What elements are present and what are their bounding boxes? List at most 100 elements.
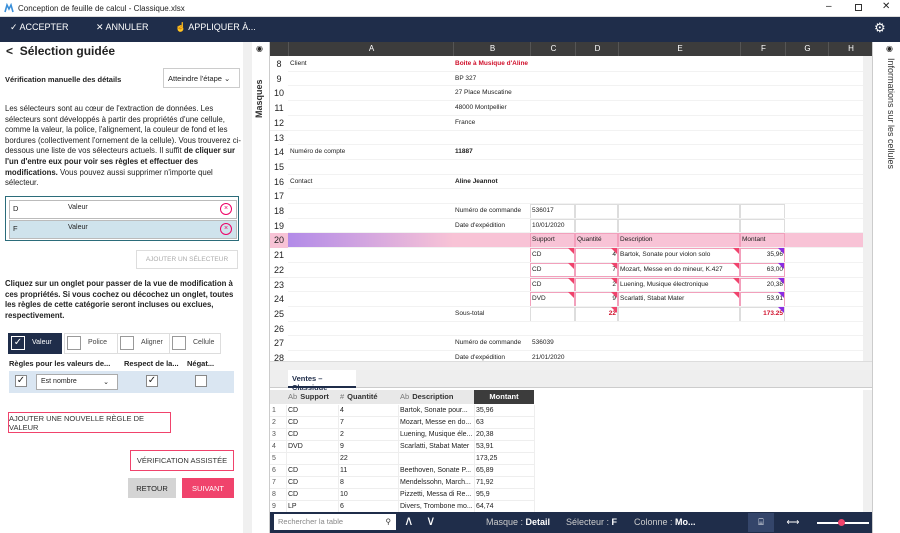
cell[interactable]: BP 327 xyxy=(455,74,477,82)
cell[interactable]: 53,91 xyxy=(766,295,783,303)
cell[interactable]: Sous-total xyxy=(455,309,485,317)
selector-item[interactable]: D Valeur × xyxy=(9,200,237,219)
next-match-button[interactable]: ∨ xyxy=(426,513,436,528)
row-number[interactable]: 17 xyxy=(270,189,288,205)
preview-header[interactable]: Montant xyxy=(474,390,534,404)
preview-header[interactable]: Ab Description xyxy=(398,390,474,404)
column-header[interactable]: E xyxy=(618,42,741,56)
row-number[interactable]: 26 xyxy=(270,321,288,338)
cell[interactable]: Bartok, Sonate pour violon solo xyxy=(620,251,711,259)
minimize[interactable]: – xyxy=(826,1,832,12)
masks-strip[interactable] xyxy=(252,42,270,533)
close[interactable]: ✕ xyxy=(882,1,891,12)
settings[interactable]: ⚙ xyxy=(874,20,886,35)
cell[interactable]: 10/01/2020 xyxy=(532,221,565,229)
row-number[interactable]: 18 xyxy=(270,204,288,220)
cell[interactable]: 9 xyxy=(612,295,616,303)
selector-item[interactable]: F Valeur × xyxy=(9,220,237,239)
cell[interactable]: 536017 xyxy=(532,207,554,214)
add-selector-button[interactable]: AJOUTER UN SÉLECTEUR xyxy=(136,250,238,269)
cell[interactable]: 22 xyxy=(608,309,616,317)
back-button[interactable]: RETOUR xyxy=(128,478,176,498)
cell-info-strip[interactable] xyxy=(872,42,900,533)
cell[interactable]: 35,96 xyxy=(766,251,783,259)
apply-button[interactable]: ☝ APPLIQUER À... xyxy=(175,22,256,32)
row-number[interactable]: 27 xyxy=(270,336,288,352)
row-number[interactable]: 16 xyxy=(270,174,288,191)
row-number[interactable]: 9 xyxy=(270,71,288,88)
negate-checkbox[interactable] xyxy=(195,375,207,387)
preview-header[interactable]: Ab Support xyxy=(286,390,338,404)
row-number[interactable]: 25 xyxy=(270,306,288,323)
cell[interactable]: France xyxy=(455,118,476,126)
rule-checkbox[interactable]: ✓ xyxy=(15,375,27,387)
cell[interactable]: 7 xyxy=(612,265,616,273)
cell[interactable]: Date d'expédition xyxy=(455,354,506,361)
column-header[interactable]: A xyxy=(288,42,454,56)
cell[interactable]: 173.25 xyxy=(763,309,783,317)
column-header[interactable]: B xyxy=(453,42,531,56)
row-number[interactable]: 19 xyxy=(270,218,288,235)
verify-button[interactable]: VÉRIFICATION ASSISTÉE xyxy=(130,450,234,471)
sheet-tab[interactable]: Ventes – Classique xyxy=(288,370,356,392)
row-number[interactable]: 12 xyxy=(270,115,288,132)
cell[interactable]: Scarlatti, Stabat Mater xyxy=(620,295,685,303)
property-tab[interactable]: Aligner xyxy=(117,333,171,354)
cell[interactable]: 11887 xyxy=(455,148,473,156)
column-header[interactable]: D xyxy=(575,42,619,56)
fit-button[interactable]: ⌸ xyxy=(748,513,774,532)
cell[interactable]: Numéro de commande xyxy=(455,339,522,347)
next-button[interactable]: SUIVANT xyxy=(182,478,234,498)
column-header[interactable]: G xyxy=(785,42,829,56)
search-box[interactable]: Rechercher la table ⚲ xyxy=(274,514,396,530)
row-number[interactable]: 13 xyxy=(270,130,288,147)
cell[interactable]: 4 xyxy=(612,251,616,259)
prev-button[interactable]: ∧ xyxy=(404,513,414,528)
panel-scrollbar[interactable] xyxy=(243,42,252,533)
cancel-button[interactable]: ✕ ANNULER xyxy=(96,22,149,32)
cell[interactable]: CD xyxy=(532,280,542,288)
cell[interactable]: Montant xyxy=(742,236,766,244)
preview-header[interactable]: # Quantité xyxy=(338,390,398,404)
cell[interactable]: Client xyxy=(290,60,307,67)
column-header[interactable]: C xyxy=(530,42,576,56)
cell[interactable]: 20,38 xyxy=(766,280,783,288)
h-scrollbar[interactable] xyxy=(270,361,872,370)
property-tab[interactable]: Cellule xyxy=(169,333,221,354)
rule-dropdown[interactable]: Est nombre ⌄ xyxy=(36,374,118,390)
row-number[interactable]: 21 xyxy=(270,248,288,264)
accept-button[interactable]: ✓ ACCEPTER xyxy=(10,22,69,32)
cell[interactable]: Description xyxy=(620,236,653,244)
cell[interactable]: Quantité xyxy=(577,236,602,244)
spreadsheet[interactable]: A B C D E F G H 8 Client Boite à Musique d'Aline 9 B… xyxy=(270,42,872,370)
cell[interactable]: Boite à Musique d'Aline xyxy=(455,60,529,67)
row-number[interactable]: 10 xyxy=(270,86,288,103)
cell[interactable]: Contact xyxy=(290,177,313,185)
row-number[interactable]: 15 xyxy=(270,159,288,176)
cell[interactable]: Luening, Musique électronique xyxy=(620,280,709,288)
row-number[interactable]: 24 xyxy=(270,292,288,308)
property-tab[interactable]: ✓ Valeur xyxy=(8,333,62,354)
cell[interactable]: 27 Place Muscatine xyxy=(455,89,512,97)
row-number[interactable]: 11 xyxy=(270,101,288,117)
row-number[interactable]: 20 xyxy=(270,233,288,250)
column-header[interactable]: H xyxy=(828,42,872,56)
property-tab[interactable]: Police xyxy=(64,333,118,354)
remove-selector[interactable]: × xyxy=(220,223,232,235)
row-number[interactable]: 23 xyxy=(270,277,288,294)
remove-selector[interactable]: × xyxy=(220,203,232,215)
cell[interactable]: Date d'expédition xyxy=(455,221,506,229)
zoom-thumb[interactable] xyxy=(838,519,845,526)
cell[interactable]: Mozart, Messe en do mineur, K.427 xyxy=(620,265,723,273)
cell[interactable]: DVD xyxy=(532,295,546,303)
step-dropdown[interactable]: Atteindre l'étape ⌄ xyxy=(163,68,240,88)
cell[interactable]: Aline Jeannot xyxy=(455,177,498,185)
row-number[interactable]: 22 xyxy=(270,262,288,279)
maximize[interactable] xyxy=(855,4,862,11)
row-number[interactable]: 14 xyxy=(270,145,288,161)
width-button[interactable]: ⟷ xyxy=(786,517,800,527)
row-number[interactable]: 8 xyxy=(270,57,288,73)
column-header[interactable]: F xyxy=(740,42,786,56)
cell[interactable]: CD xyxy=(532,251,542,259)
cell[interactable]: CD xyxy=(532,265,542,273)
